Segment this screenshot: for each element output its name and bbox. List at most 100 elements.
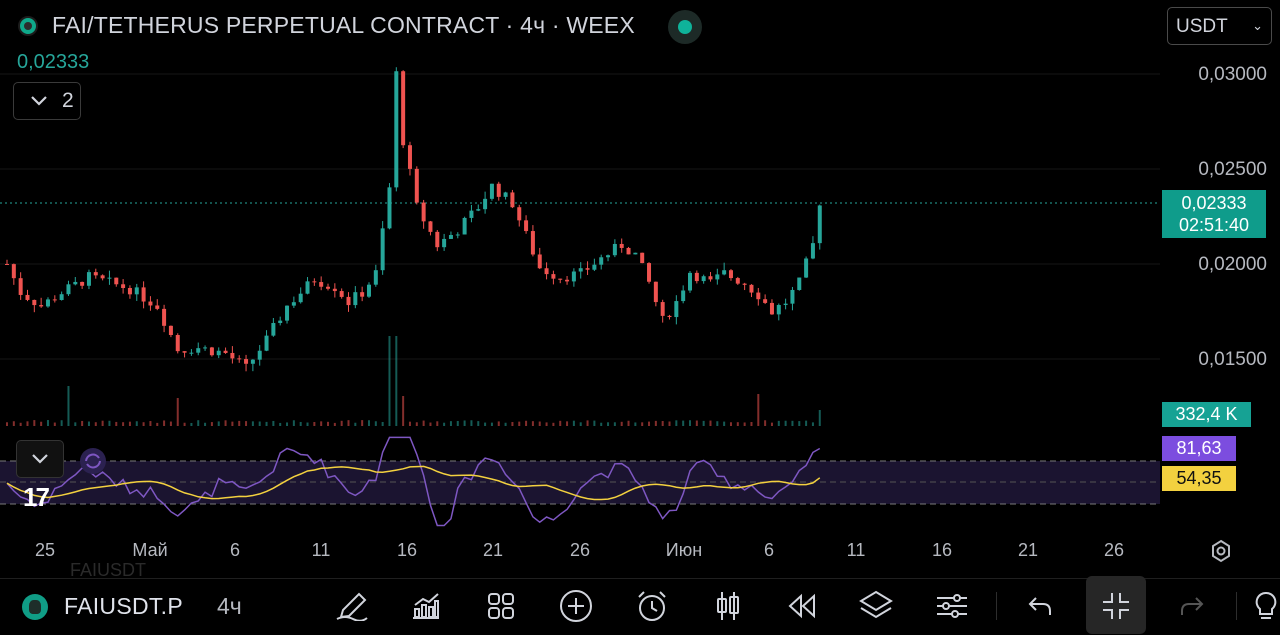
volume-bar [122, 422, 125, 426]
time-axis-label: 11 [311, 540, 331, 560]
volume-bar [607, 422, 610, 426]
indicator-count: 2 [62, 89, 74, 112]
indicators-icon[interactable] [406, 588, 446, 624]
candle-body [797, 277, 802, 290]
volume-bar [67, 386, 70, 426]
volume-bar [470, 420, 473, 426]
volume-bar [579, 422, 582, 426]
pencil-icon[interactable] [332, 588, 372, 624]
volume-bar [333, 422, 336, 426]
lightbulb-icon[interactable] [1252, 588, 1280, 624]
candle-body [681, 290, 686, 302]
volume-bar [764, 420, 767, 426]
volume-bar [634, 422, 637, 426]
price-chart[interactable] [0, 0, 1160, 578]
volume-bar [422, 420, 425, 426]
currency-select[interactable]: USDT ⌄ [1167, 7, 1272, 45]
candle-body [305, 281, 310, 294]
candle-body [599, 257, 604, 265]
volume-bar [538, 421, 541, 426]
candle-body [483, 198, 488, 210]
volume-bar [265, 421, 268, 426]
candle-body [291, 302, 296, 306]
fullscreen-exit-icon[interactable] [1096, 588, 1136, 624]
replay-icon[interactable] [782, 588, 822, 624]
volume-bar [149, 421, 152, 426]
time-axis-label: 6 [229, 540, 241, 560]
candle-body [73, 281, 78, 285]
candle-countdown: 02:51:40 [1178, 215, 1250, 235]
settings-sliders-icon[interactable] [932, 588, 972, 624]
chevron-down-icon: ⌄ [1252, 18, 1263, 33]
price-axis-label: 0,02500 [1198, 159, 1267, 180]
candle-body [783, 303, 788, 305]
volume-bar [60, 420, 63, 426]
volume-bar [675, 420, 678, 426]
undo-icon[interactable] [1020, 588, 1060, 624]
volume-bar [750, 422, 753, 426]
candle-body [401, 71, 406, 146]
candle-body [175, 335, 180, 352]
candle-body [578, 268, 583, 272]
volume-bar [545, 422, 548, 426]
layers-icon[interactable] [856, 588, 896, 624]
candle-body [742, 283, 747, 285]
candle-body [619, 243, 624, 248]
volume-bar [340, 420, 343, 426]
add-icon[interactable] [556, 588, 596, 624]
volume-bar [723, 421, 726, 426]
volume-bar [811, 422, 814, 426]
candle-body [237, 358, 242, 360]
volume-bar [402, 396, 405, 426]
price-axis-label: 0,02000 [1198, 254, 1267, 275]
candle-body [435, 231, 440, 248]
time-axis-label: Июн [665, 540, 703, 560]
candle-body [647, 263, 652, 282]
time-axis-label: 16 [396, 540, 418, 560]
volume-bar [320, 421, 323, 426]
time-axis-label: 25 [34, 540, 56, 560]
reload-indicator-icon[interactable] [78, 446, 108, 476]
volume-bar [94, 422, 97, 426]
rsi-line [6, 436, 821, 527]
candles-icon[interactable] [708, 588, 748, 624]
volume-bar [292, 420, 295, 426]
volume-bar [593, 420, 596, 426]
candle-body [394, 71, 399, 188]
indicator-collapse-button[interactable] [16, 440, 64, 478]
candle-body [476, 209, 481, 211]
interval-button[interactable]: 4ч [217, 593, 242, 619]
candle-body [544, 268, 549, 275]
volume-bar [709, 420, 712, 426]
chart-settings-icon[interactable] [1208, 538, 1234, 564]
volume-bar [46, 420, 49, 426]
volume-bar [135, 421, 138, 426]
rsi-value-tag: 81,63 [1162, 436, 1236, 461]
candle-body [414, 168, 419, 203]
tradingview-logo: 17 [23, 482, 50, 512]
candle-body [571, 271, 576, 282]
volume-bar [74, 422, 77, 426]
alarm-icon[interactable] [632, 588, 672, 624]
volume-bar [600, 422, 603, 426]
candle-body [790, 289, 795, 304]
market-status-icon[interactable] [668, 10, 702, 44]
collapse-indicators-button[interactable]: 2 [13, 82, 81, 120]
candle-body [749, 284, 754, 293]
volume-bar [736, 422, 739, 426]
candle-body [735, 278, 740, 284]
candle-body [537, 254, 542, 269]
redo-icon[interactable] [1172, 588, 1212, 624]
candle-body [230, 352, 235, 359]
volume-bar [525, 420, 528, 426]
time-axis-label: 26 [1103, 540, 1125, 560]
layout-grid-icon[interactable] [481, 588, 521, 624]
volume-bar [142, 422, 145, 426]
symbol-button[interactable]: FAIUSDT.P [64, 593, 184, 619]
volume-bar [224, 420, 227, 426]
candle-body [339, 291, 344, 297]
volume-bar [627, 420, 630, 426]
candle-body [667, 315, 672, 318]
volume-bar [367, 420, 370, 426]
volume-bar [19, 422, 22, 426]
